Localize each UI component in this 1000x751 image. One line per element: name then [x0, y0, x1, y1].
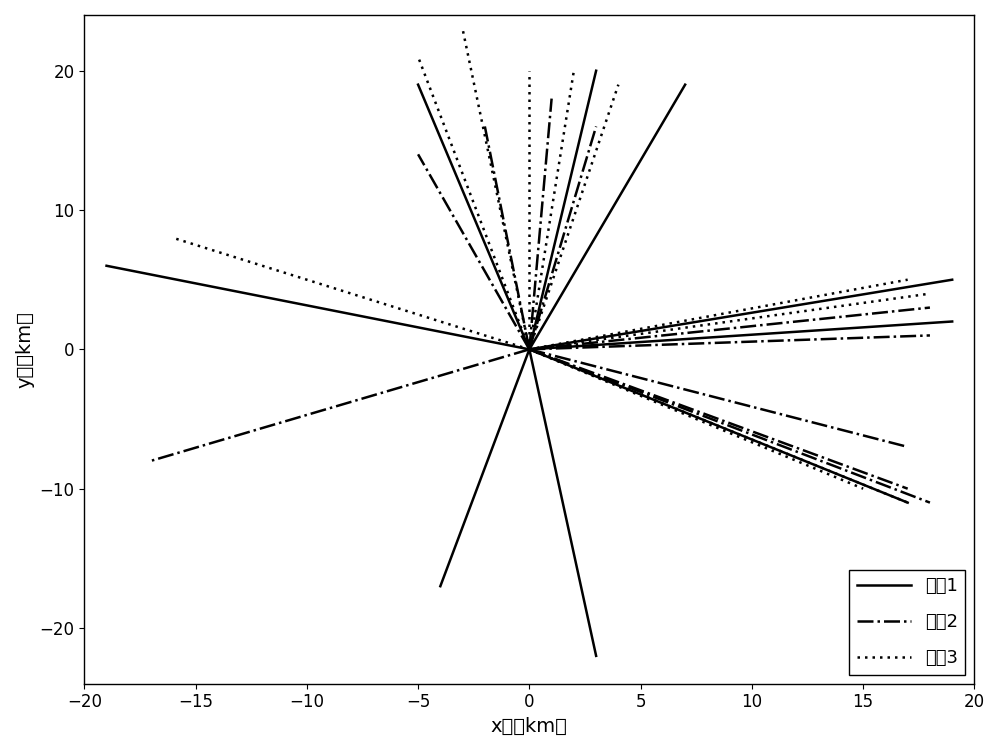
Legend: 类剂1, 类剂2, 类剂3: 类剂1, 类剂2, 类剂3 [849, 570, 965, 674]
类剂2 [523, 345, 535, 354]
类剂1 [523, 345, 535, 354]
类剂3 [523, 345, 535, 354]
类剂3 [167, 234, 179, 243]
Line: 类剂3: 类剂3 [173, 238, 529, 349]
X-axis label: x轴（km）: x轴（km） [491, 717, 568, 736]
类剂1 [101, 261, 113, 270]
Y-axis label: y轴（km）: y轴（km） [15, 311, 34, 388]
类剂2 [145, 457, 157, 466]
Line: 类剂1: 类剂1 [107, 266, 529, 349]
Line: 类剂2: 类剂2 [151, 349, 529, 461]
